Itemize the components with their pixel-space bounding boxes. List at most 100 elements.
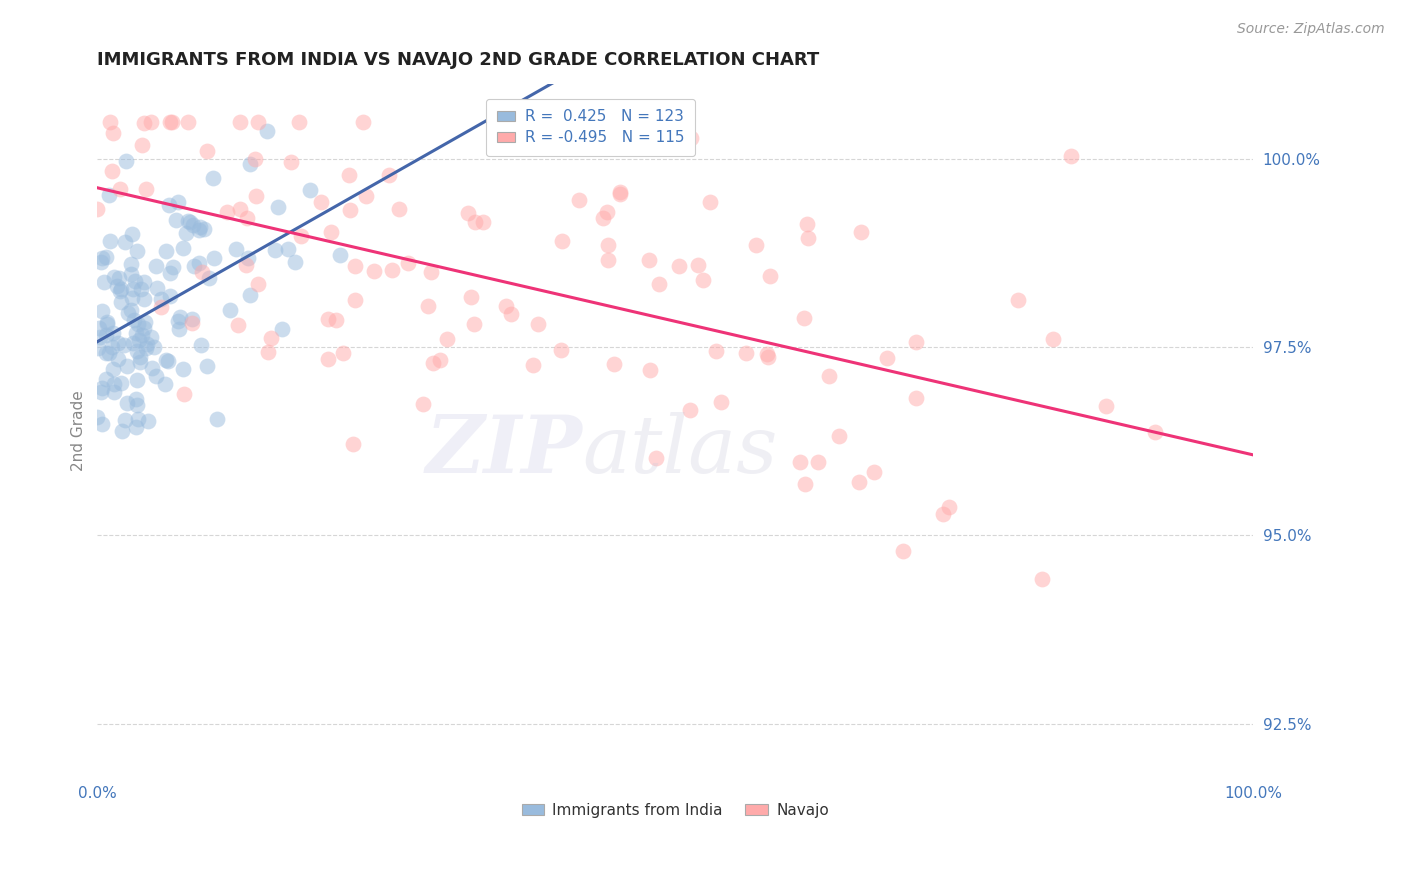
Point [332, 345, 354, 359]
Point [98, 346, 121, 360]
Point [198, 271, 221, 285]
Point [239, 157, 262, 171]
Point [267, 201, 290, 215]
Point [758, 268, 780, 283]
Point [603, 357, 626, 371]
Point [174, 226, 197, 240]
Point [1042, 332, 1064, 346]
Point [107, 335, 129, 350]
Point [134, 292, 156, 306]
Point [89, 329, 111, 343]
Point [337, 168, 360, 182]
Point [218, 302, 240, 317]
Point [638, 362, 661, 376]
Point [96, 317, 118, 331]
Point [191, 265, 214, 279]
Point [1094, 399, 1116, 413]
Point [197, 144, 219, 158]
Point [343, 259, 366, 273]
Point [598, 253, 620, 268]
Point [422, 356, 444, 370]
Point [114, 413, 136, 427]
Point [412, 397, 434, 411]
Point [789, 455, 811, 469]
Point [141, 330, 163, 344]
Point [125, 244, 148, 259]
Point [264, 243, 287, 257]
Point [207, 412, 229, 426]
Point [121, 227, 143, 241]
Point [229, 202, 252, 216]
Point [155, 377, 177, 392]
Point [1143, 425, 1166, 440]
Point [93, 275, 115, 289]
Point [136, 414, 159, 428]
Point [638, 252, 661, 267]
Point [681, 131, 703, 145]
Point [187, 256, 209, 270]
Point [101, 362, 124, 376]
Point [235, 258, 257, 272]
Point [108, 271, 131, 285]
Point [96, 315, 118, 329]
Point [134, 321, 156, 335]
Point [378, 168, 401, 182]
Point [316, 311, 339, 326]
Point [429, 352, 451, 367]
Point [134, 116, 156, 130]
Point [756, 350, 779, 364]
Point [325, 313, 347, 327]
Point [110, 182, 132, 196]
Point [201, 171, 224, 186]
Point [110, 282, 132, 296]
Point [90, 251, 112, 265]
Point [131, 282, 153, 296]
Point [592, 211, 614, 225]
Point [162, 260, 184, 274]
Point [120, 302, 142, 317]
Point [183, 259, 205, 273]
Text: ZIP: ZIP [426, 412, 582, 490]
Point [155, 353, 177, 368]
Point [527, 317, 550, 331]
Point [107, 351, 129, 366]
Legend: Immigrants from India, Navajo: Immigrants from India, Navajo [516, 797, 835, 824]
Point [363, 264, 385, 278]
Point [103, 376, 125, 391]
Point [101, 340, 124, 354]
Point [225, 242, 247, 256]
Point [522, 358, 544, 372]
Point [309, 194, 332, 209]
Point [472, 215, 495, 229]
Point [699, 195, 721, 210]
Point [648, 277, 671, 292]
Point [645, 451, 668, 466]
Point [135, 337, 157, 351]
Point [172, 362, 194, 376]
Point [495, 299, 517, 313]
Point [668, 259, 690, 273]
Point [396, 256, 419, 270]
Point [146, 281, 169, 295]
Point [90, 381, 112, 395]
Point [166, 195, 188, 210]
Point [165, 213, 187, 227]
Point [794, 477, 817, 491]
Point [756, 346, 779, 360]
Point [352, 114, 374, 128]
Point [181, 311, 204, 326]
Point [280, 155, 302, 169]
Point [127, 373, 149, 387]
Point [179, 214, 201, 228]
Text: IMMIGRANTS FROM INDIA VS NAVAJO 2ND GRADE CORRELATION CHART: IMMIGRANTS FROM INDIA VS NAVAJO 2ND GRAD… [97, 51, 820, 69]
Point [288, 114, 311, 128]
Point [131, 137, 153, 152]
Point [111, 425, 134, 439]
Point [131, 327, 153, 342]
Point [145, 259, 167, 273]
Point [344, 293, 367, 307]
Point [115, 153, 138, 168]
Point [354, 188, 377, 202]
Point [1007, 293, 1029, 307]
Point [86, 202, 108, 216]
